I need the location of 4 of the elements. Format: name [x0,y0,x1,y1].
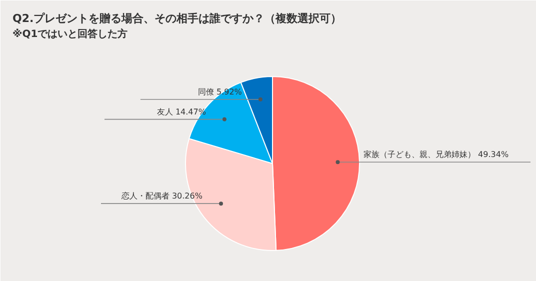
slice-label: 家族（子ども、親、兄弟姉妹） 49.34% [364,150,509,160]
chart-subtitle: ※Q1ではいと回答した方 [12,28,128,40]
slice-label: 恋人・配偶者 30.26% [120,192,203,201]
chart-title: Q2.プレゼントを贈る場合、その相手は誰ですか？（複数選択可） [12,12,342,25]
